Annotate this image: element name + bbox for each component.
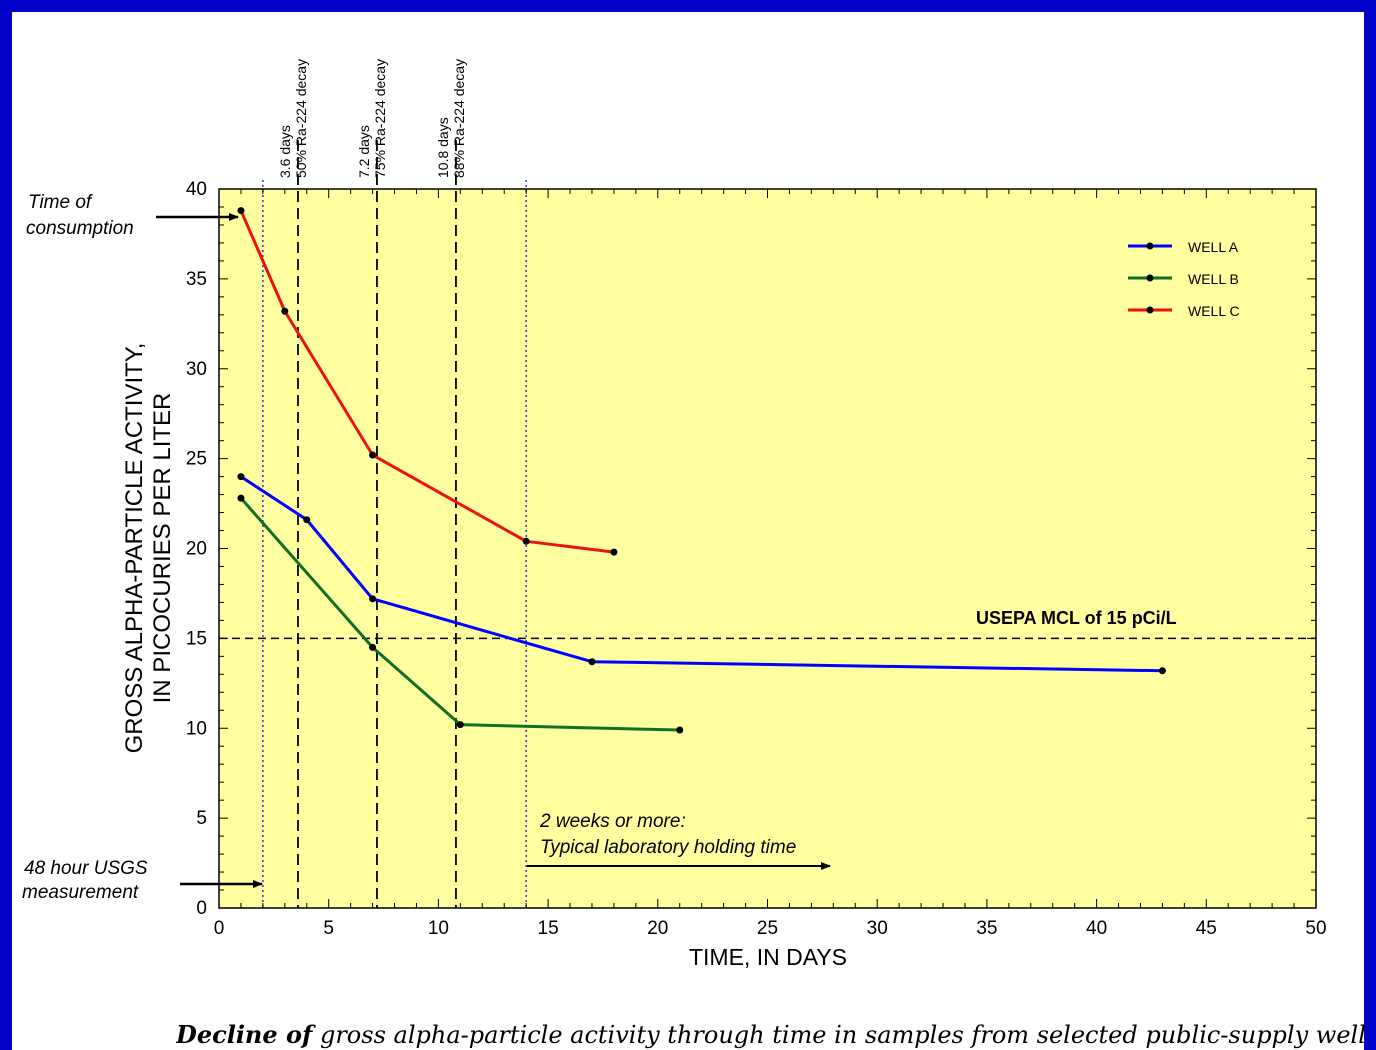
y-tick-label: 40 — [186, 179, 207, 200]
x-tick-label: 45 — [1196, 918, 1217, 939]
data-point — [676, 726, 684, 734]
x-tick-label: 20 — [647, 918, 668, 939]
usgs-annotation-line2: measurement — [22, 882, 139, 903]
decay-label-days: 10.8 days — [435, 117, 451, 178]
data-point — [281, 307, 289, 315]
x-tick-label: 5 — [323, 918, 334, 939]
legend-label: WELL A — [1188, 239, 1239, 255]
holding-annotation-line2: Typical laboratory holding time — [540, 837, 796, 858]
decay-labels: 3.6 days 50% Ra-224 decay 7.2 days 75% Ra-2… — [277, 59, 467, 178]
legend-marker — [1146, 274, 1154, 282]
plot-area — [219, 189, 1316, 908]
x-tick-label: 30 — [867, 918, 888, 939]
data-point — [522, 537, 530, 545]
x-tick-label: 0 — [214, 918, 225, 939]
mcl-label: USEPA MCL of 15 pCi/L — [976, 608, 1177, 628]
data-point — [237, 473, 245, 481]
decay-label-days: 7.2 days — [356, 125, 372, 178]
decay-label-percent: 88% Ra-224 decay — [451, 59, 467, 178]
legend: WELL A WELL B WELL C — [1128, 239, 1240, 319]
reference-lines — [219, 140, 1316, 908]
y-axis-label-line2: IN PICOCURIES PER LITER — [149, 393, 176, 704]
caption-rest: gross alpha-particle activity through ti… — [312, 1021, 1366, 1049]
consumption-annotation-line1: Time of — [28, 192, 93, 213]
consumption-annotation-line2: consumption — [26, 218, 134, 239]
decay-label-percent: 75% Ra-224 decay — [372, 59, 388, 178]
figure-caption: Decline of gross alpha-particle activity… — [176, 1020, 1366, 1050]
decay-label-days: 3.6 days — [277, 125, 293, 178]
data-point — [456, 721, 464, 729]
x-axis-label: TIME, IN DAYS — [689, 944, 847, 970]
x-tick-label: 40 — [1086, 918, 1107, 939]
axis-ticks: 0 5 10 15 20 25 30 35 40 45 50 0 5 10 15 20 25 30 35 40 — [186, 179, 1327, 939]
x-tick-label: 35 — [976, 918, 997, 939]
x-tick-label: 15 — [538, 918, 559, 939]
series-lines — [237, 207, 1166, 734]
y-axis-label-line1: GROSS ALPHA-PARTICLE ACTIVITY, — [121, 343, 148, 754]
data-point — [369, 451, 377, 459]
y-tick-label: 35 — [186, 269, 207, 290]
series-line-well-b — [239, 497, 680, 732]
data-point — [237, 494, 245, 502]
legend-label: WELL B — [1188, 271, 1239, 287]
y-tick-label: 5 — [196, 808, 207, 829]
legend-marker — [1146, 306, 1154, 314]
y-tick-label: 25 — [186, 449, 207, 470]
holding-annotation-line1: 2 weeks or more: — [539, 811, 686, 832]
y-tick-label: 15 — [186, 628, 207, 649]
data-point — [369, 643, 377, 651]
y-tick-label: 20 — [186, 539, 207, 560]
decay-label-percent: 50% Ra-224 decay — [293, 59, 309, 178]
y-tick-label: 0 — [196, 898, 207, 919]
usgs-annotation-line1: 48 hour USGS — [24, 858, 148, 879]
caption-lead: Decline of — [176, 1020, 313, 1049]
y-tick-label: 30 — [186, 359, 207, 380]
legend-marker — [1146, 242, 1154, 250]
data-point — [1158, 667, 1166, 675]
data-point — [303, 516, 311, 524]
data-point — [237, 207, 245, 215]
x-tick-label: 50 — [1305, 918, 1326, 939]
data-point — [610, 548, 618, 556]
plot-frame — [218, 188, 1317, 909]
y-tick-label: 10 — [186, 718, 207, 739]
data-point — [369, 595, 377, 603]
data-point — [588, 658, 596, 666]
x-tick-label: 10 — [428, 918, 449, 939]
legend-label: WELL C — [1188, 303, 1240, 319]
x-tick-label: 25 — [757, 918, 778, 939]
